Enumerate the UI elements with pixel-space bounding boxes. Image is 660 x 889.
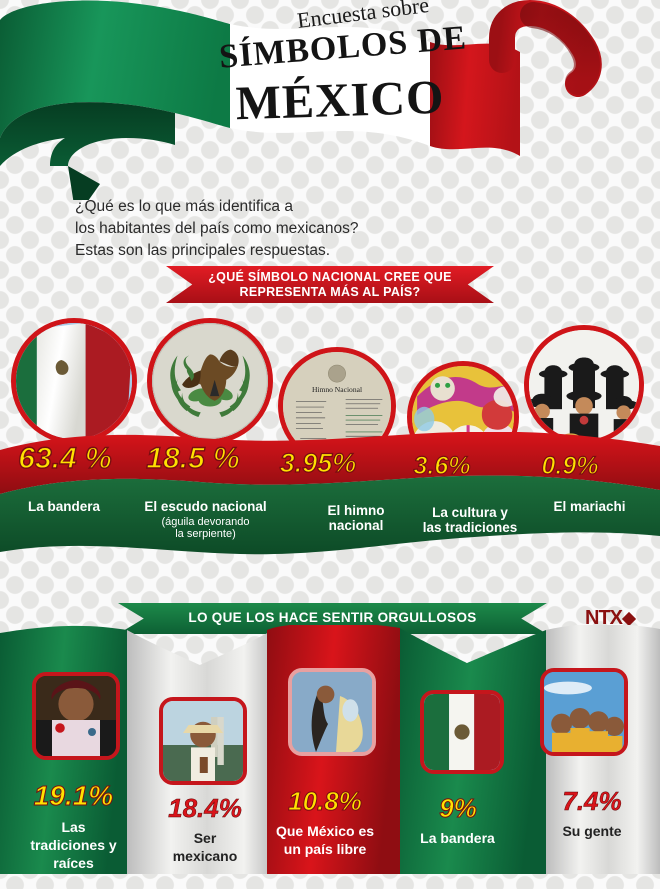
svg-text:Himno Nacional: Himno Nacional [312, 385, 362, 394]
